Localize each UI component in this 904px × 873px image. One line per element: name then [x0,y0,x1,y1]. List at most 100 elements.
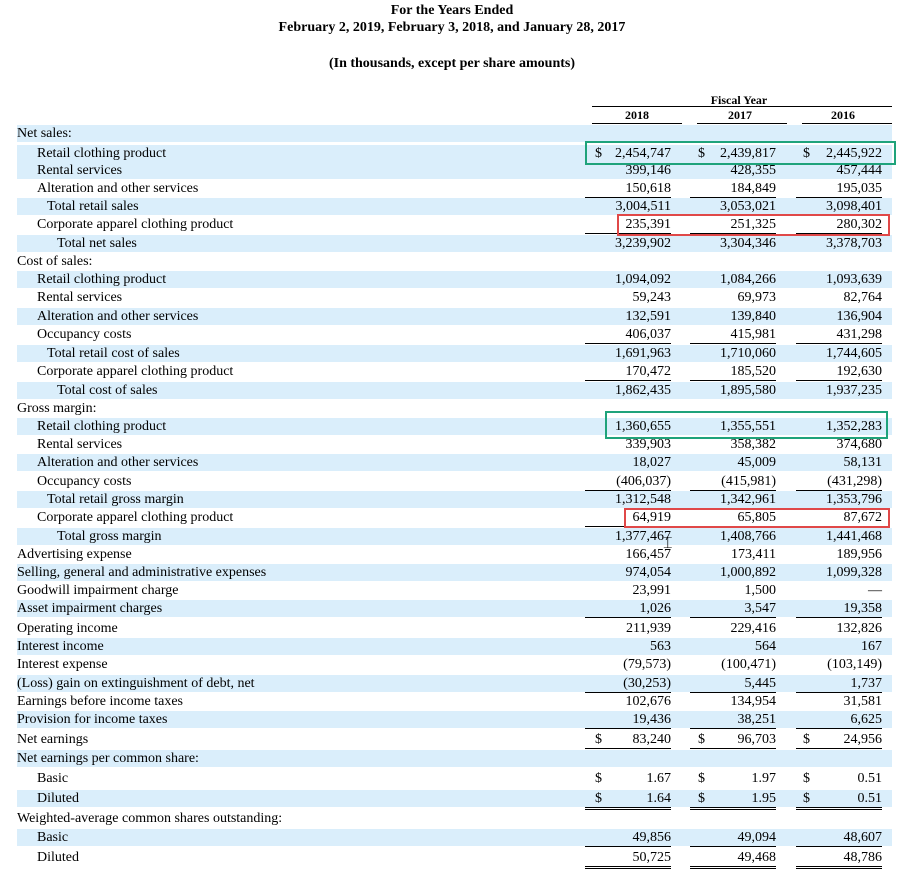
value-cell-2018: 23,991 [632,583,672,598]
value-cell-2018: 1.64 [585,790,671,810]
value-cell-2018: 2,454,747 [615,146,671,161]
value-cell-2016: 48,786 [796,849,882,869]
value-cell-2017: 185,520 [690,363,776,381]
value-cell-2016: 0.51 [796,790,882,810]
table-row: Alteration and other services 132,591 139,… [17,308,892,325]
value-cell-2017: 229,416 [730,621,777,636]
dollar-sign: $ [698,146,705,161]
row-label: Retail clothing product [37,419,167,434]
row-label: Alteration and other services [37,181,199,196]
dollar-sign: $ [803,771,810,786]
row-label: Occupancy costs [37,474,132,489]
value-cell-2016: 1,441,468 [826,529,882,544]
value-cell-2018: 1,377,467 [615,529,671,544]
value-cell-2017: 38,251 [690,711,776,729]
row-label: Cost of sales: [17,254,93,269]
table-row: Basic 1.67 $1.97 $0.51 $ [17,770,892,787]
value-cell-2018: 59,243 [632,290,672,305]
value-cell-2017: 1,710,060 [720,346,776,361]
dollar-sign: $ [698,771,705,786]
year-rule-2018 [592,123,682,124]
value-cell-2017: 96,703 [690,731,776,751]
table-row: Basic 49,856 49,094 48,607 [17,829,892,847]
year-rule-2016 [802,123,892,124]
table-row: Gross margin: [17,400,892,417]
table-row: Net sales: [17,125,892,142]
value-cell-2017: 1.95 [690,790,776,810]
table-row: Asset impairment charges 1,026 3,547 19,358 [17,600,892,618]
value-cell-2017: 139,840 [730,309,777,324]
row-label: Corporate apparel clothing product [37,510,234,525]
value-cell-2017: 173,411 [731,547,776,562]
row-label: Net earnings per common share: [17,751,199,766]
table-row: Selling, general and administrative expe… [17,564,892,581]
value-cell-2017: 1.97 [751,771,777,786]
value-cell-2016: 82,764 [843,290,883,305]
dollar-sign: $ [803,146,810,161]
value-cell-2017: 428,355 [730,163,777,178]
table-row: Corporate apparel clothing product 235,39… [17,216,892,234]
value-cell-2018: 166,457 [625,547,672,562]
row-label: Alteration and other services [37,455,199,470]
row-label: Rental services [37,437,123,452]
highlight-box-corporate-sales [617,214,890,236]
row-label: Net earnings [17,732,89,747]
row-label: Diluted [37,791,79,806]
dollar-sign: $ [803,732,810,747]
row-label: Total retail cost of sales [47,346,180,361]
row-label: Basic [37,771,69,786]
table-row: Total cost of sales 1,862,435 1,895,580 1,9… [17,382,892,399]
table-row: Total gross margin 1,377,467 1,408,766 1,44… [17,528,892,545]
fiscal-year-header: Fiscal Year [710,93,768,107]
value-cell-2016: 167 [861,639,882,654]
table-row: Alteration and other services 18,027 45,00… [17,454,892,471]
table-row: Occupancy costs 406,037 415,981 431,298 [17,326,892,344]
row-label: (Loss) gain on extinguishment of debt, n… [17,676,255,691]
value-cell-2016: 31,581 [843,694,883,709]
value-cell-2016: 1,352,283 [826,419,882,434]
row-label: Rental services [37,163,123,178]
value-cell-2017: 1,408,766 [720,529,776,544]
dollar-sign: $ [595,146,602,161]
table-row: Rental services 59,243 69,973 82,764 [17,289,892,306]
row-label: Total gross margin [57,529,162,544]
value-cell-2016: (103,149) [827,657,882,672]
value-cell-2016: 280,302 [796,216,882,234]
value-cell-2018: 3,004,511 [615,199,671,214]
value-cell-2018: 1,360,655 [615,419,671,434]
dollar-sign: $ [595,732,602,747]
value-cell-2017: 1,895,580 [720,383,776,398]
value-cell-2016: 6,625 [796,711,882,729]
value-cell-2017: 1,000,892 [720,565,776,580]
dollar-sign: $ [698,791,705,806]
row-label: Weighted-average common shares outstandi… [17,811,283,826]
row-label: Total retail sales [47,199,139,214]
table-row: Corporate apparel clothing product 170,47… [17,363,892,381]
value-cell-2016: 192,630 [796,363,882,381]
value-cell-2016: 374,680 [836,437,883,452]
table-row: Cost of sales: [17,253,892,270]
table-row: Occupancy costs (406,037) (415,981) (431,29… [17,473,892,491]
value-cell-2017: 134,954 [730,694,777,709]
value-cell-2016: 3,378,703 [826,236,882,251]
table-row: Interest income 563 564 167 [17,638,892,655]
value-cell-2017: 3,053,021 [720,199,776,214]
table-row: Net earnings 83,240 $96,703 $24,956 $ [17,731,892,751]
value-cell-2018: 1,094,092 [615,272,671,287]
highlight-box-retail-sales [585,141,896,165]
value-cell-2018: 19,436 [585,711,671,729]
row-label: Occupancy costs [37,327,132,342]
table-row: Advertising expense 166,457 173,411 189,956 [17,546,892,563]
value-cell-2018: 1,862,435 [615,383,671,398]
row-label: Operating income [17,621,118,636]
year-header-2017: 2017 [728,108,752,122]
row-label: Total retail gross margin [47,492,184,507]
dollar-sign: $ [595,791,602,806]
value-cell-2018: 1.67 [646,771,672,786]
value-cell-2016: 1,744,605 [826,346,882,361]
value-cell-2018: 1,026 [585,600,671,618]
table-row: Total retail cost of sales 1,691,963 1,710… [17,345,892,362]
row-label: Earnings before income taxes [17,694,183,709]
value-cell-2017: 1,084,266 [720,272,776,287]
row-label: Provision for income taxes [17,712,168,727]
